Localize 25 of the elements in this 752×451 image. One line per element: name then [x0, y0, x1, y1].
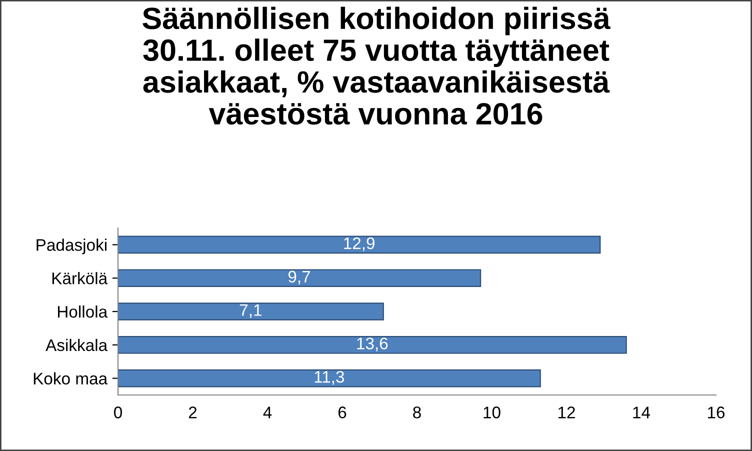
y-tick-label: Hollola — [58, 305, 108, 318]
bar — [118, 236, 601, 254]
y-tick-label: Asikkala — [46, 338, 108, 352]
data-label: 11,3 — [314, 370, 344, 385]
data-label: 7,1 — [240, 304, 262, 318]
x-tick-label: 6 — [338, 406, 346, 418]
y-tick-label: Padasjoki — [36, 238, 106, 254]
x-tick-label: 14 — [633, 406, 650, 418]
y-tick-label: Koko maa — [34, 372, 108, 385]
x-tick-label: 16 — [708, 406, 725, 418]
chart-title: Säännöllisen kotihoidon piirissä 30.11. olleet 75 vuotta täyttäneet asiakkaat, % vastaavanikäisestä väestöstä vuonna 2016 — [142, 6, 610, 125]
data-label: 13,6 — [357, 338, 388, 352]
bar — [118, 269, 482, 288]
x-tick-label: 4 — [263, 406, 272, 418]
x-tick-label: 2 — [188, 406, 197, 418]
bar — [118, 369, 541, 388]
x-tick-label: 8 — [413, 406, 421, 418]
bar — [118, 302, 384, 320]
x-tick-label: 12 — [558, 406, 575, 418]
bar — [118, 336, 627, 354]
data-label: 12,9 — [344, 237, 374, 252]
y-tick-label: Kärkölä — [52, 272, 108, 284]
x-tick-label: 10 — [484, 406, 500, 418]
data-label: 9,7 — [288, 270, 310, 285]
x-tick-label: 0 — [114, 406, 122, 418]
